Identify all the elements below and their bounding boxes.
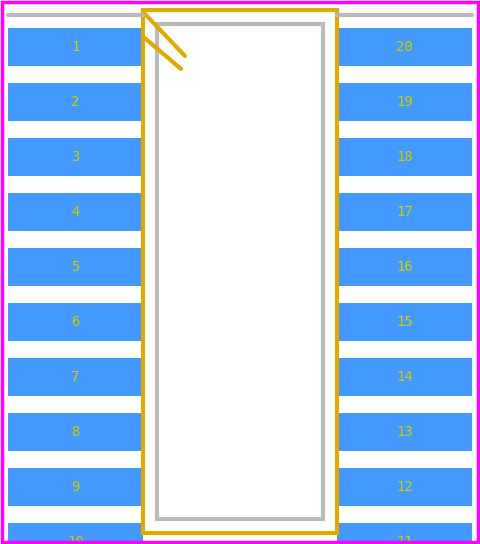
Text: 8: 8 [72, 425, 80, 439]
Bar [8, 193, 143, 231]
Text: 20: 20 [396, 40, 413, 54]
Text: 17: 17 [396, 205, 413, 219]
Bar [337, 303, 472, 341]
Bar [8, 358, 143, 396]
Bar [8, 413, 143, 451]
Bar [8, 523, 143, 544]
Text: 11: 11 [396, 535, 413, 544]
Bar [337, 523, 472, 544]
Bar [337, 248, 472, 286]
Text: 14: 14 [396, 370, 413, 384]
Text: 16: 16 [396, 260, 413, 274]
Text: 15: 15 [396, 315, 413, 329]
Bar [8, 468, 143, 506]
Bar [8, 28, 143, 66]
Text: 5: 5 [72, 260, 80, 274]
Bar [337, 138, 472, 176]
Text: 3: 3 [72, 150, 80, 164]
Bar [8, 83, 143, 121]
Text: 13: 13 [396, 425, 413, 439]
Text: 6: 6 [72, 315, 80, 329]
Bar [143, 10, 337, 533]
Text: 4: 4 [72, 205, 80, 219]
Bar [337, 413, 472, 451]
Bar [337, 468, 472, 506]
Text: 12: 12 [396, 480, 413, 494]
Text: 10: 10 [67, 535, 84, 544]
Bar [8, 138, 143, 176]
Bar [337, 358, 472, 396]
Text: 2: 2 [72, 95, 80, 109]
Bar [8, 303, 143, 341]
Bar [337, 28, 472, 66]
Bar [337, 193, 472, 231]
Text: 1: 1 [72, 40, 80, 54]
Bar [157, 24, 323, 519]
Bar [337, 83, 472, 121]
Text: 19: 19 [396, 95, 413, 109]
Text: 7: 7 [72, 370, 80, 384]
Text: 9: 9 [72, 480, 80, 494]
Text: 18: 18 [396, 150, 413, 164]
Bar [8, 248, 143, 286]
